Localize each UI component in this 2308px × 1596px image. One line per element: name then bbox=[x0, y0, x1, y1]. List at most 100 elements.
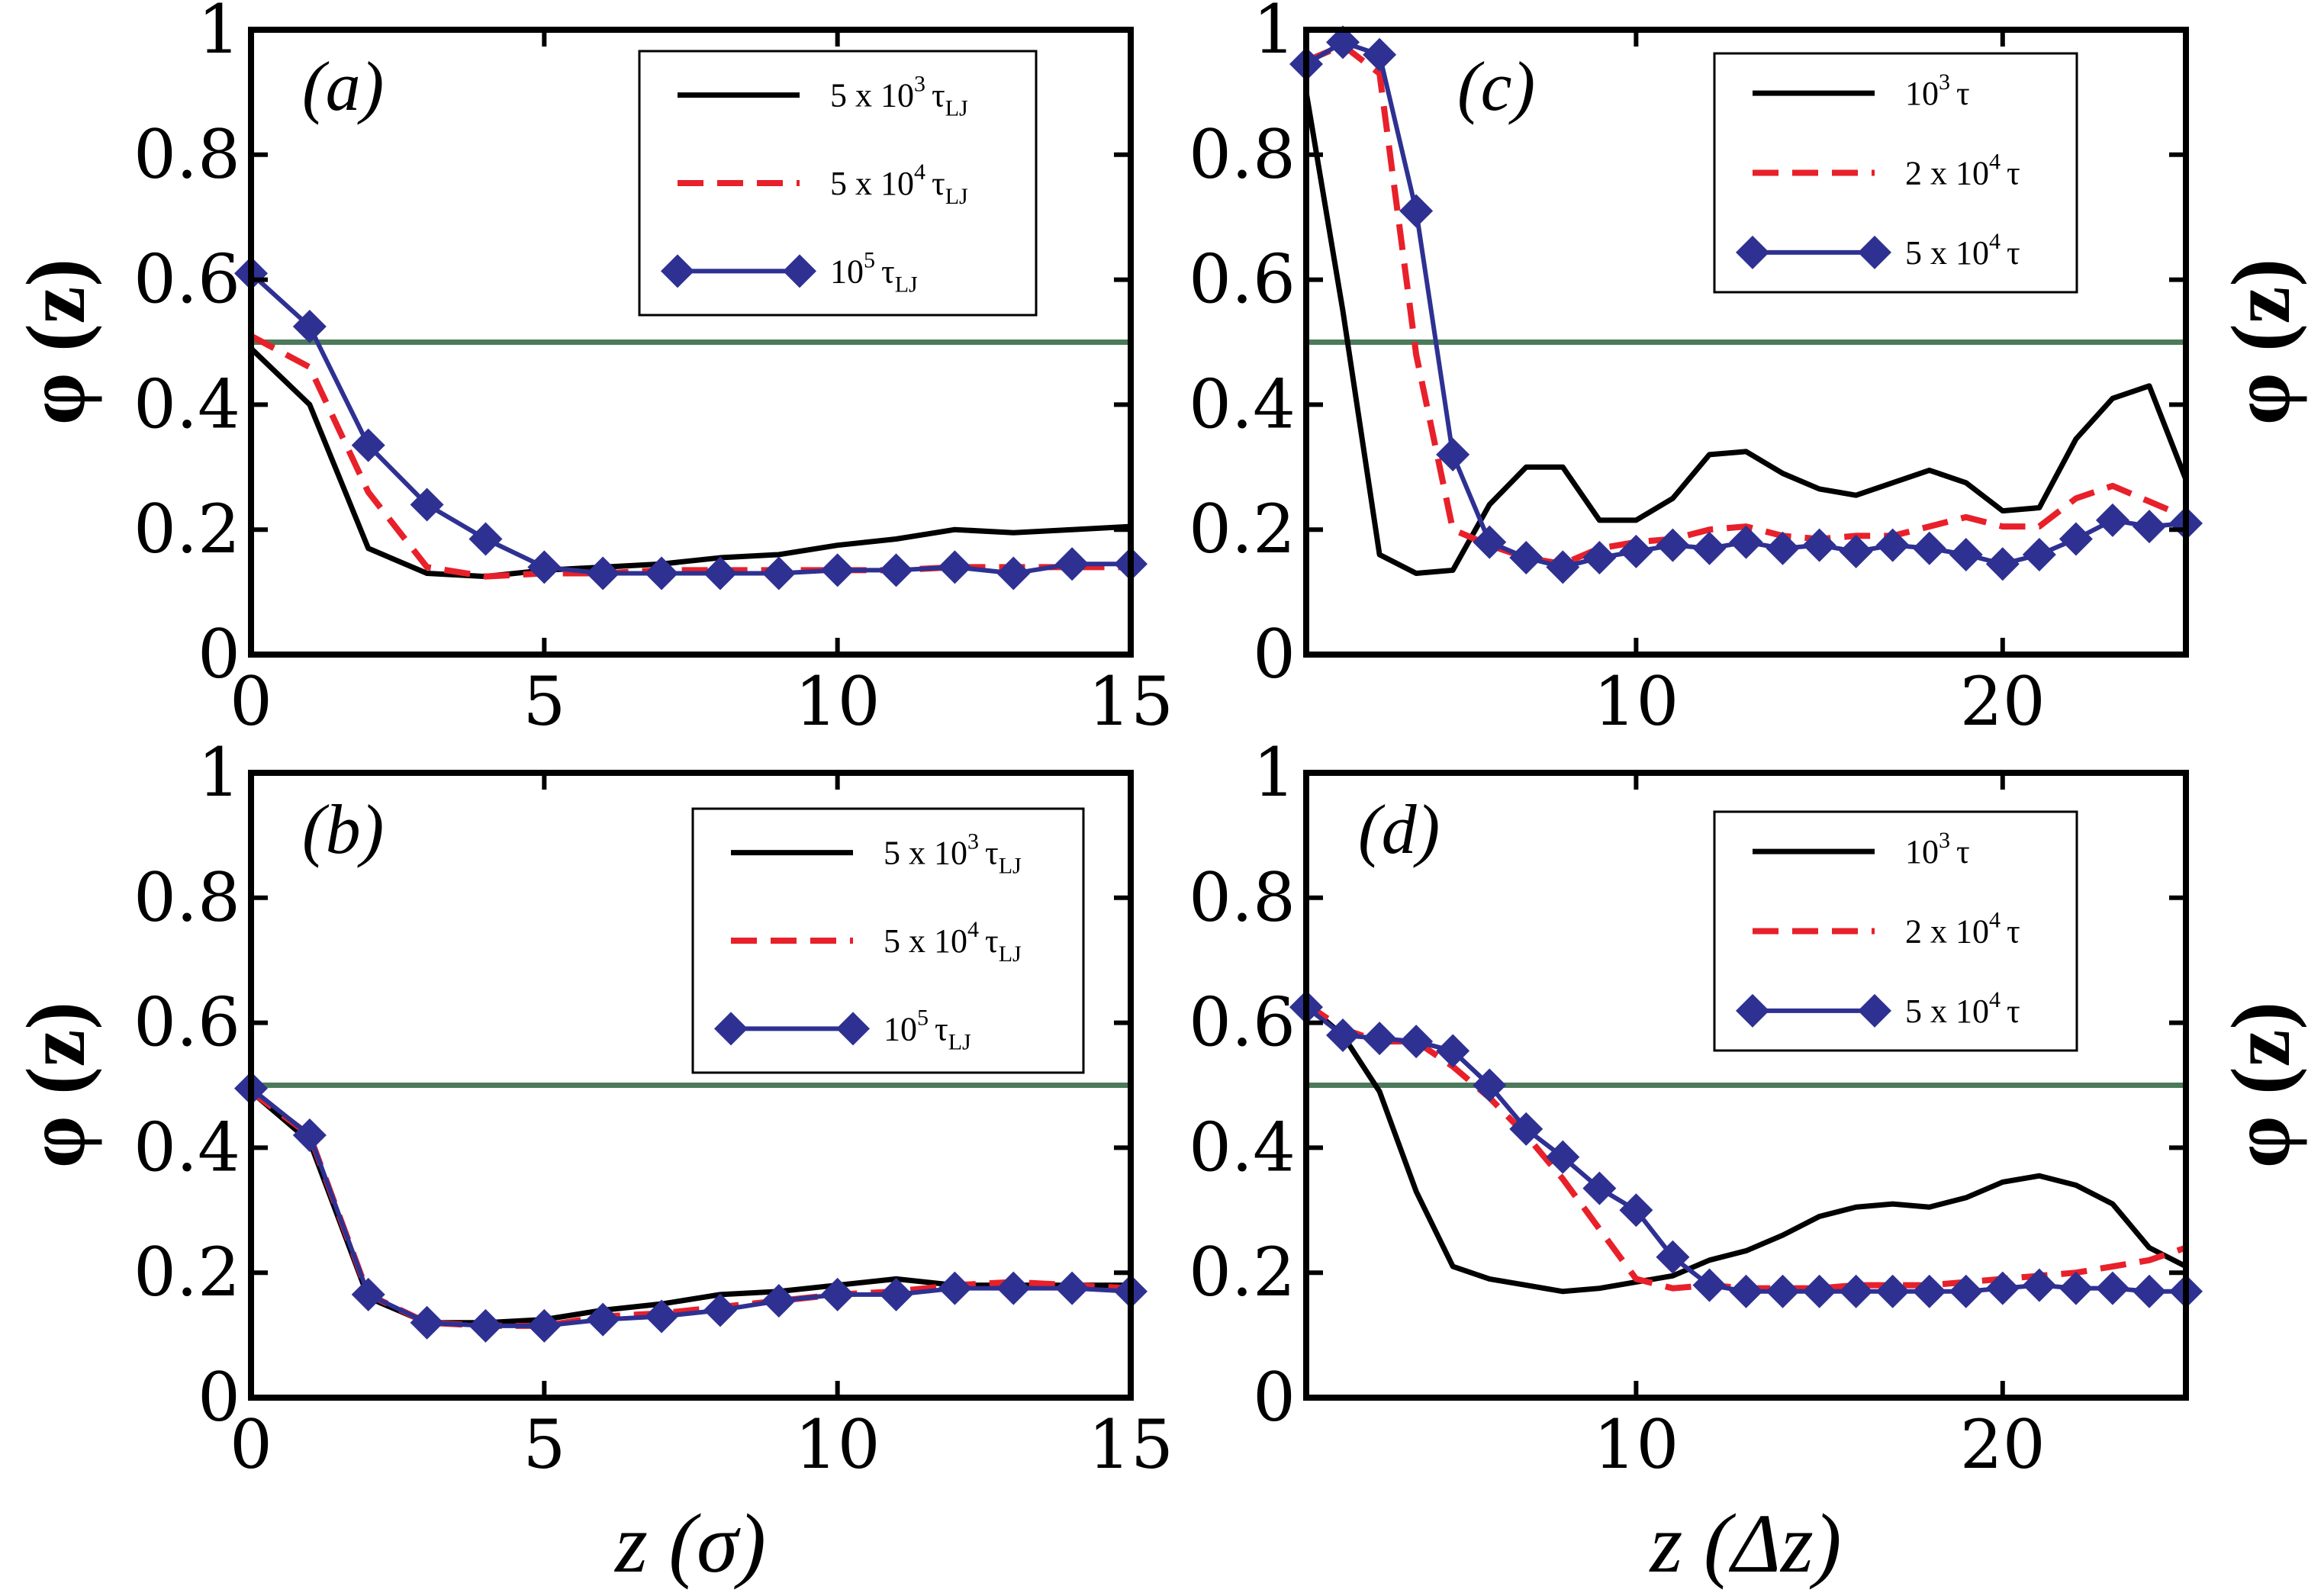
y-tick-label-b-2: 0.4 bbox=[134, 1108, 240, 1186]
data-point-a-14 bbox=[1055, 547, 1090, 581]
legend-label-d-1: 2 x 104 τ bbox=[1905, 908, 2020, 951]
legend-label-a-1: 5 x 104 τLJ bbox=[830, 159, 968, 209]
data-point-c-1 bbox=[1326, 25, 1360, 60]
data-point-d-1 bbox=[1326, 1018, 1360, 1052]
data-point-a-3 bbox=[410, 487, 444, 522]
y-axis-label-d: φ (z) bbox=[2214, 1002, 2307, 1168]
data-point-d-17 bbox=[1912, 1274, 1946, 1308]
data-point-c-19 bbox=[1985, 547, 2020, 581]
legend-label-c-2: 5 x 104 τ bbox=[1905, 229, 2020, 272]
data-point-b-7 bbox=[645, 1299, 679, 1334]
data-point-c-14 bbox=[1802, 528, 1836, 562]
panel-c: 0 0.2 0.4 0.6 0.8 1 10 20 (c) 103 τ 2 x 104 τ 5 x 1… bbox=[1189, 0, 2203, 741]
series-line-a-0 bbox=[249, 346, 1131, 580]
data-point-d-11 bbox=[1692, 1268, 1727, 1302]
data-point-b-9 bbox=[761, 1284, 796, 1318]
tick-labels-c: 0 0.2 0.4 0.6 0.8 1 10 20 bbox=[1189, 0, 2046, 741]
data-point-b-1 bbox=[292, 1118, 327, 1153]
data-point-d-20 bbox=[2022, 1268, 2056, 1302]
data-point-c-7 bbox=[1546, 550, 1580, 584]
x-tick-label-c-0: 10 bbox=[1593, 662, 1679, 741]
data-point-b-8 bbox=[703, 1293, 737, 1327]
data-point-c-17 bbox=[1912, 531, 1946, 565]
panel-label-d: (d) bbox=[1358, 790, 1440, 868]
data-point-b-2 bbox=[351, 1277, 385, 1311]
y-tick-label-b-5: 1 bbox=[198, 733, 240, 812]
y-tick-label-a-1: 0.2 bbox=[134, 490, 240, 568]
x-tick-label-c-1: 20 bbox=[1960, 662, 2046, 741]
series-line-a-2 bbox=[249, 272, 1131, 576]
legend-marker-c-2-b bbox=[1858, 235, 1891, 269]
data-point-a-4 bbox=[468, 522, 503, 556]
x-tick-label-b-0: 0 bbox=[230, 1405, 272, 1484]
data-point-d-6 bbox=[1509, 1112, 1543, 1146]
legend-label-d-0: 103 τ bbox=[1905, 828, 1970, 870]
legend-label-b-1: 5 x 104 τLJ bbox=[884, 917, 1022, 967]
legend-marker-a-2-a bbox=[661, 254, 694, 288]
y-tick-label-c-1: 0.2 bbox=[1189, 490, 1296, 568]
data-point-d-12 bbox=[1729, 1274, 1763, 1308]
legend-marker-d-2-b bbox=[1858, 993, 1891, 1028]
legend-a: 5 x 103 τLJ 5 x 104 τLJ 105 τLJ bbox=[638, 50, 1038, 317]
data-point-d-7 bbox=[1546, 1140, 1580, 1174]
x-axis-label-right: z (Δz) bbox=[1649, 1497, 1842, 1590]
data-point-c-20 bbox=[2022, 537, 2056, 571]
data-point-c-16 bbox=[1875, 528, 1910, 562]
x-tick-label-b-2: 10 bbox=[795, 1405, 880, 1484]
legend-label-b-0: 5 x 103 τLJ bbox=[884, 829, 1022, 879]
data-point-a-10 bbox=[820, 553, 855, 587]
y-tick-label-b-4: 0.8 bbox=[134, 858, 240, 937]
axes-frame-a bbox=[248, 27, 1134, 658]
series-line-c-0 bbox=[1303, 92, 2189, 577]
y-tick-label-c-0: 0 bbox=[1253, 615, 1296, 693]
y-tick-label-d-5: 1 bbox=[1253, 733, 1296, 812]
axes-frame-d bbox=[1303, 770, 2189, 1401]
data-point-c-18 bbox=[1949, 537, 1983, 571]
data-point-b-10 bbox=[820, 1277, 855, 1311]
x-tick-label-d-0: 10 bbox=[1593, 1405, 1679, 1484]
data-point-d-5 bbox=[1473, 1068, 1507, 1102]
y-axis-label-c: φ (z) bbox=[2214, 259, 2307, 425]
x-tick-label-a-2: 10 bbox=[795, 662, 880, 741]
y-tick-label-c-2: 0.4 bbox=[1189, 365, 1296, 443]
data-point-c-11 bbox=[1692, 531, 1727, 565]
y-tick-label-a-5: 1 bbox=[198, 0, 240, 69]
data-point-a-8 bbox=[703, 556, 737, 590]
data-point-a-1 bbox=[292, 310, 327, 344]
y-tick-label-c-4: 0.8 bbox=[1189, 115, 1296, 194]
y-tick-label-b-3: 0.6 bbox=[134, 983, 240, 1062]
panel-label-b: (b) bbox=[302, 790, 384, 868]
axes-frame-b bbox=[248, 770, 1134, 1401]
data-point-a-5 bbox=[527, 550, 562, 584]
data-point-c-23 bbox=[2132, 510, 2166, 544]
data-point-b-5 bbox=[527, 1308, 562, 1343]
data-point-a-13 bbox=[996, 556, 1031, 590]
y-axis-label-b: φ (z) bbox=[9, 1002, 102, 1168]
legend-marker-b-2-a bbox=[714, 1012, 748, 1046]
y-tick-label-d-4: 0.8 bbox=[1189, 858, 1296, 937]
series-line-a-1 bbox=[249, 333, 1131, 580]
y-tick-label-b-1: 0.2 bbox=[134, 1233, 240, 1311]
y-tick-label-a-3: 0.6 bbox=[134, 240, 240, 319]
plot-area-a bbox=[234, 27, 1148, 657]
data-point-d-18 bbox=[1949, 1274, 1983, 1308]
y-tick-label-d-1: 0.2 bbox=[1189, 1233, 1296, 1311]
data-point-d-10 bbox=[1656, 1240, 1690, 1274]
data-point-c-10 bbox=[1656, 528, 1690, 562]
data-point-c-22 bbox=[2095, 503, 2129, 537]
data-point-c-3 bbox=[1399, 194, 1434, 228]
axes-frame-c bbox=[1303, 27, 2189, 658]
y-tick-label-d-0: 0 bbox=[1253, 1358, 1296, 1437]
data-point-c-21 bbox=[2059, 522, 2093, 556]
data-point-a-7 bbox=[645, 556, 679, 590]
legend-label-d-2: 5 x 104 τ bbox=[1905, 987, 2020, 1030]
series-line-d-0 bbox=[1304, 1002, 2187, 1295]
data-point-c-5 bbox=[1473, 525, 1507, 559]
legend-marker-b-2-b bbox=[836, 1012, 870, 1046]
data-point-d-23 bbox=[2132, 1274, 2166, 1308]
tick-labels-a: 00.20.40.60.810 5 10 15 bbox=[134, 0, 1173, 741]
series-line-b-1 bbox=[249, 1089, 1131, 1329]
data-point-d-21 bbox=[2059, 1271, 2093, 1305]
legend-label-c-1: 2 x 104 τ bbox=[1905, 150, 2020, 192]
y-tick-label-c-3: 0.6 bbox=[1189, 240, 1296, 319]
